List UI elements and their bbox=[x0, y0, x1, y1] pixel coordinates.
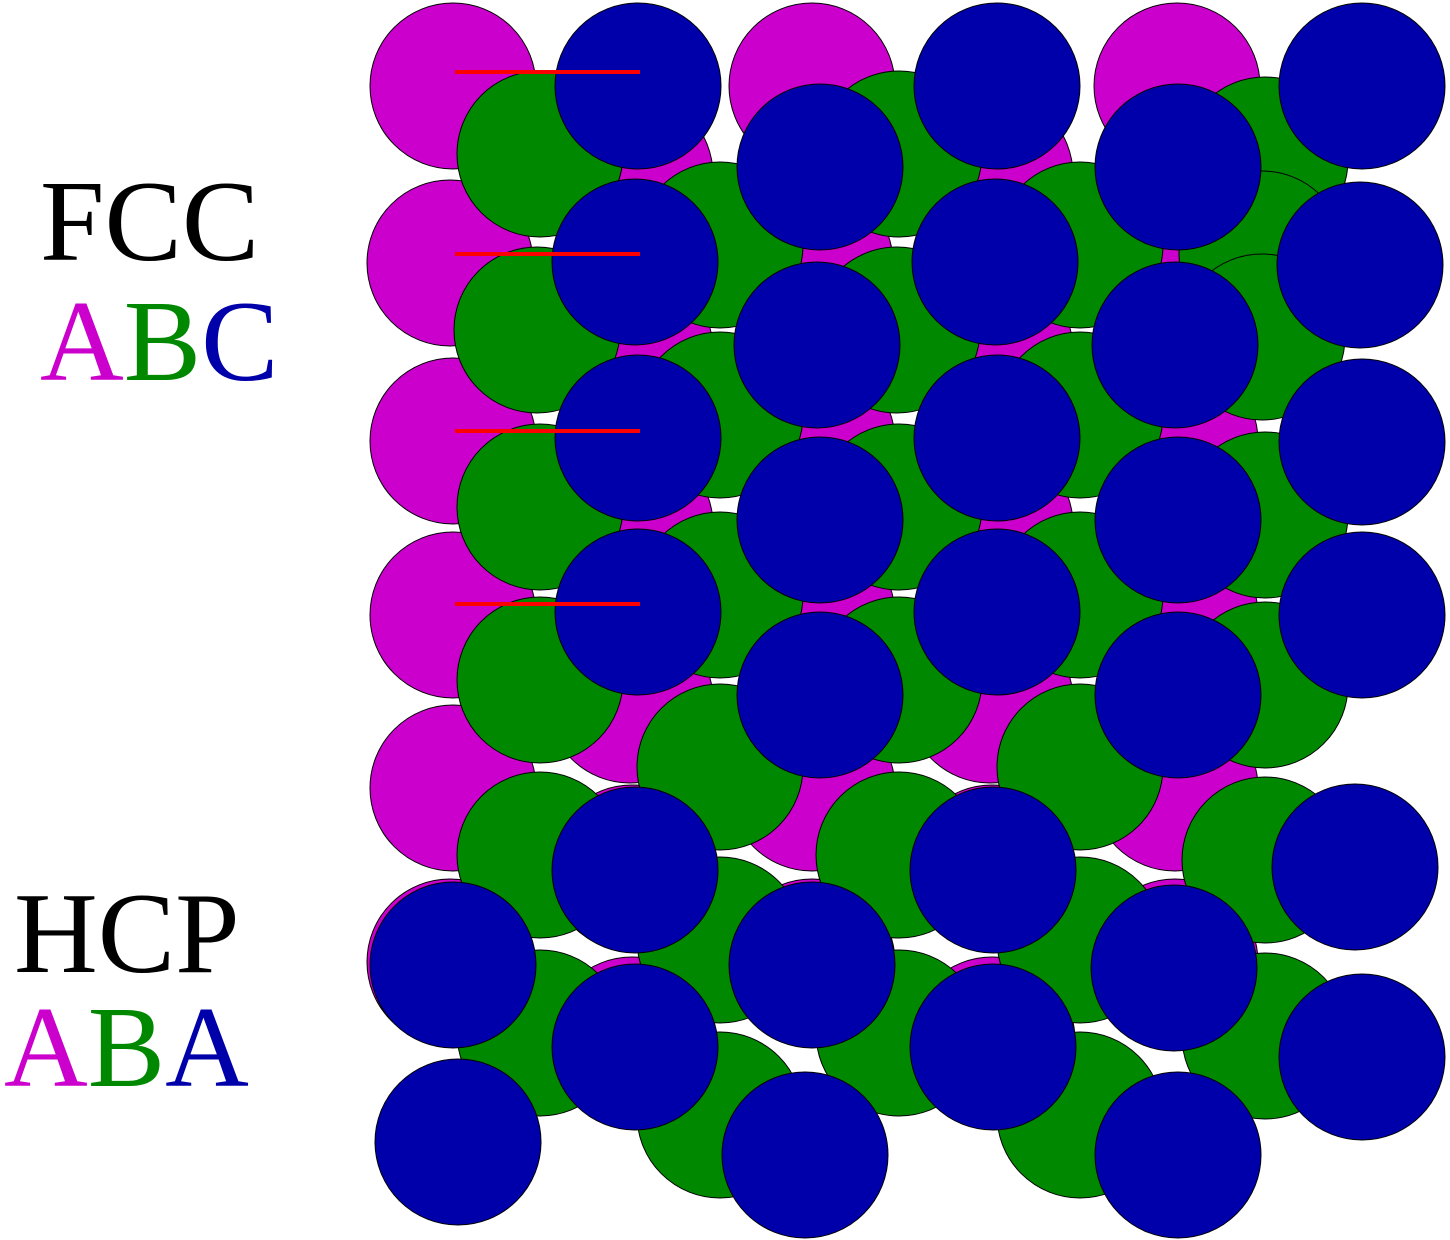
layer-c-sphere bbox=[1278, 358, 1446, 526]
layer-c-spheres bbox=[369, 2, 1446, 1239]
layer-c-sphere bbox=[551, 178, 719, 346]
layer-c-sphere bbox=[736, 436, 904, 604]
fcc-seq-letter-3: C bbox=[201, 278, 279, 406]
hcp-label: HCP bbox=[14, 870, 240, 998]
displacement-arrows bbox=[454, 69, 641, 607]
hcp-seq-letter-2: B bbox=[87, 984, 166, 1112]
layer-c-sphere bbox=[1278, 973, 1446, 1141]
layer-c-sphere bbox=[1278, 2, 1446, 170]
layer-c-sphere bbox=[551, 963, 719, 1131]
layer-c-sphere bbox=[1278, 531, 1446, 699]
layer-c-sphere bbox=[551, 786, 719, 954]
layer-c-sphere bbox=[1276, 181, 1444, 349]
layer-c-sphere bbox=[1094, 436, 1262, 604]
layer-c-sphere bbox=[1271, 783, 1439, 951]
layer-c-sphere bbox=[554, 354, 722, 522]
fcc-seq-letter-1: A bbox=[40, 278, 124, 406]
layer-c-sphere bbox=[913, 528, 1081, 696]
layer-c-sphere bbox=[721, 1071, 889, 1239]
layer-c-sphere bbox=[909, 963, 1077, 1131]
layer-c-sphere bbox=[728, 881, 896, 1049]
layer-c-sphere bbox=[733, 261, 901, 429]
layer-c-sphere bbox=[911, 178, 1079, 346]
fcc-seq-letter-2: B bbox=[123, 278, 202, 406]
layer-c-sphere bbox=[554, 2, 722, 170]
layer-c-sphere bbox=[913, 2, 1081, 170]
layer-c-sphere bbox=[913, 354, 1081, 522]
layer-c-sphere bbox=[909, 786, 1077, 954]
fcc-label: FCC bbox=[40, 158, 260, 286]
hcp-stacking-sequence: ABA bbox=[4, 990, 249, 1106]
layer-c-sphere bbox=[1090, 884, 1258, 1052]
layer-c-sphere bbox=[1094, 611, 1262, 779]
layer-c-sphere bbox=[736, 611, 904, 779]
layer-c-sphere bbox=[374, 1058, 542, 1226]
hcp-seq-letter-3: A bbox=[165, 984, 249, 1112]
layer-c-sphere bbox=[1094, 1071, 1262, 1239]
hcp-seq-letter-1: A bbox=[4, 984, 88, 1112]
fcc-stacking-sequence: ABC bbox=[40, 284, 279, 400]
layer-c-sphere bbox=[369, 881, 537, 1049]
layer-c-sphere bbox=[1094, 83, 1262, 251]
layer-c-sphere bbox=[736, 83, 904, 251]
layer-c-sphere bbox=[554, 528, 722, 696]
layer-c-sphere bbox=[1091, 261, 1259, 429]
